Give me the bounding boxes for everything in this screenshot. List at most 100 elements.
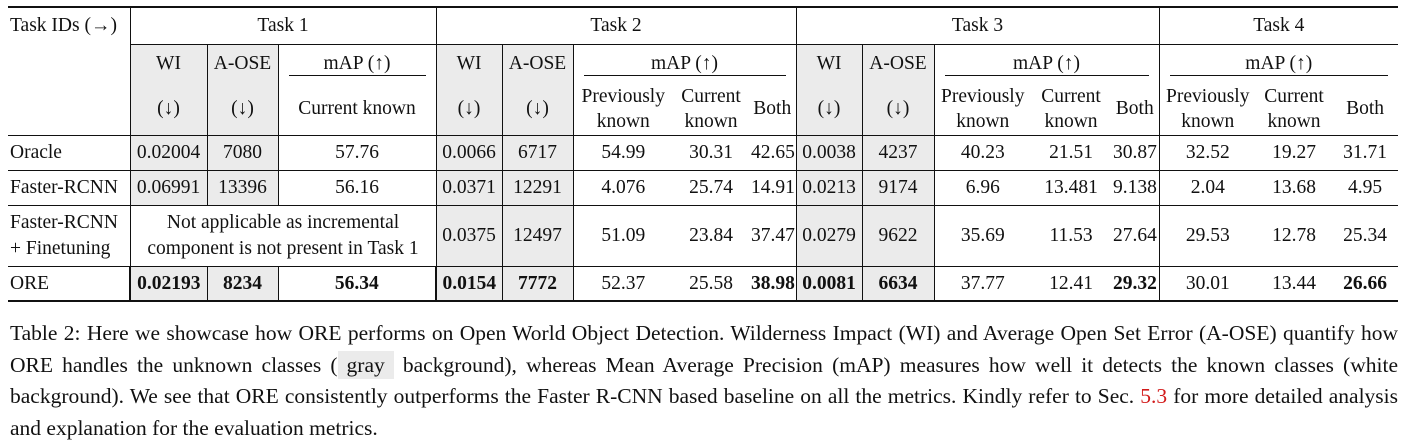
previously-known-header-t3: Previously known bbox=[933, 83, 1032, 135]
current-known-value: 11.53 bbox=[1031, 204, 1112, 266]
aose-value: 8234 bbox=[206, 265, 278, 302]
aose-header-t1: A-OSE bbox=[206, 44, 278, 83]
both-value: 9.138 bbox=[1111, 169, 1160, 205]
wi-value: 0.02193 bbox=[129, 265, 207, 302]
both-value: 14.91 bbox=[749, 169, 797, 205]
aose-arrow-t1: (↓) bbox=[206, 83, 278, 135]
wi-header-t2: WI bbox=[435, 44, 503, 83]
aose-value: 9622 bbox=[861, 204, 935, 266]
aose-header-t3: A-OSE bbox=[861, 44, 935, 83]
sub-header-row: (↓) (↓) Current known (↓) (↓) Previously… bbox=[8, 83, 1398, 135]
previously-known-value: 30.01 bbox=[1158, 265, 1257, 302]
gray-background-chip: gray bbox=[337, 350, 394, 379]
row-label: Faster-RCNN bbox=[8, 169, 130, 205]
wi-value: 0.06991 bbox=[129, 169, 207, 205]
not-applicable-note: Not applicable as incremental component … bbox=[129, 204, 437, 266]
wi-value: 0.0371 bbox=[435, 169, 503, 205]
previously-known-value: 37.77 bbox=[933, 265, 1032, 302]
both-header-t2: Both bbox=[753, 98, 792, 120]
table-row-oracle: Oracle 0.02004 7080 57.76 0.0066 6717 54… bbox=[8, 134, 1399, 170]
aose-value: 12291 bbox=[501, 169, 574, 205]
current-known-value: 13.481 bbox=[1031, 169, 1112, 205]
task2-header: Task 2 bbox=[435, 6, 797, 45]
previously-known-header-t2: Previously known bbox=[572, 83, 674, 135]
table-row-ore: ORE 0.02193 8234 56.34 0.0154 7772 52.37… bbox=[8, 265, 1399, 302]
aose-arrow-t2: (↓) bbox=[501, 83, 574, 135]
current-known-value: 13.68 bbox=[1256, 169, 1333, 205]
aose-value: 9174 bbox=[861, 169, 935, 205]
previously-known-value: 51.09 bbox=[572, 204, 674, 266]
both-value: 4.95 bbox=[1332, 169, 1399, 205]
wi-value: 0.0081 bbox=[795, 265, 863, 302]
wi-value: 0.0038 bbox=[795, 134, 863, 170]
task4-header: Task 4 bbox=[1158, 6, 1399, 45]
caption-text-part2: background), whereas Mean Average Precis… bbox=[10, 352, 1398, 409]
wi-header-t3: WI bbox=[795, 44, 863, 83]
corner-label: Task IDs (→) bbox=[8, 6, 130, 44]
row-label: ORE bbox=[8, 265, 130, 302]
previously-known-value: 29.53 bbox=[1158, 204, 1257, 266]
table-row-faster-rcnn-finetuning: Faster-RCNN + Finetuning Not applicable … bbox=[8, 204, 1399, 266]
current-known-value: 12.78 bbox=[1256, 204, 1333, 266]
section-reference-link[interactable]: 5.3 bbox=[1140, 384, 1168, 408]
previously-known-value: 35.69 bbox=[933, 204, 1032, 266]
wi-value: 0.0213 bbox=[795, 169, 863, 205]
aose-value: 6717 bbox=[501, 134, 574, 170]
both-value: 37.47 bbox=[749, 204, 797, 266]
both-value: 38.98 bbox=[749, 265, 797, 302]
current-known-header-t4: Current known bbox=[1264, 85, 1324, 132]
both-value: 26.66 bbox=[1332, 265, 1399, 302]
current-known-value: 56.16 bbox=[277, 169, 437, 205]
both-value: 29.32 bbox=[1111, 265, 1160, 302]
previously-known-value: 6.96 bbox=[933, 169, 1032, 205]
map-header-t1: mAP (↑) bbox=[288, 52, 426, 76]
row-label: Oracle bbox=[8, 134, 130, 170]
current-known-value: 25.74 bbox=[673, 169, 750, 205]
previously-known-value: 2.04 bbox=[1158, 169, 1257, 205]
table-row-faster-rcnn: Faster-RCNN 0.06991 13396 56.16 0.0371 1… bbox=[8, 169, 1399, 205]
wi-value: 0.0066 bbox=[435, 134, 503, 170]
row-label-line2: + Finetuning bbox=[10, 237, 111, 259]
aose-header-t2: A-OSE bbox=[501, 44, 574, 83]
wi-value: 0.0375 bbox=[435, 204, 503, 266]
current-known-value: 23.84 bbox=[673, 204, 750, 266]
row-label: Faster-RCNN + Finetuning bbox=[8, 204, 130, 266]
not-applicable-line2: component is not present in Task 1 bbox=[147, 237, 419, 259]
both-header-t3: Both bbox=[1115, 98, 1154, 120]
wi-header-t1: WI bbox=[129, 44, 207, 83]
current-known-value: 13.44 bbox=[1256, 265, 1333, 302]
caption-text-part3: for more detailed analysis and explanati… bbox=[10, 384, 1398, 440]
previously-known-value: 54.99 bbox=[572, 134, 674, 170]
wi-value: 0.0154 bbox=[435, 265, 503, 302]
map-header-t3: mAP (↑) bbox=[944, 52, 1149, 76]
wi-arrow-t2: (↓) bbox=[435, 83, 503, 135]
aose-value: 12497 bbox=[501, 204, 574, 266]
metric-header-row: WI A-OSE mAP (↑) WI A-OSE mAP (↑) WI A-O… bbox=[8, 44, 1399, 83]
wi-value: 0.02004 bbox=[129, 134, 207, 170]
aose-value: 7772 bbox=[501, 265, 574, 302]
current-known-header-t3: Current known bbox=[1041, 85, 1101, 132]
current-known-value: 57.76 bbox=[277, 134, 437, 170]
current-known-value: 21.51 bbox=[1031, 134, 1112, 170]
current-known-value: 56.34 bbox=[277, 265, 437, 302]
task-header-row: Task IDs (→) Task 1 Task 2 Task 3 Task 4 bbox=[8, 6, 1399, 45]
task3-header: Task 3 bbox=[795, 6, 1160, 45]
task1-header: Task 1 bbox=[129, 6, 437, 45]
previously-known-value: 4.076 bbox=[572, 169, 674, 205]
both-value: 31.71 bbox=[1332, 134, 1399, 170]
both-value: 30.87 bbox=[1111, 134, 1160, 170]
current-known-header-t1: Current known bbox=[277, 83, 437, 135]
aose-value: 7080 bbox=[206, 134, 278, 170]
previously-known-value: 40.23 bbox=[933, 134, 1032, 170]
wi-value: 0.0279 bbox=[795, 204, 863, 266]
previously-known-value: 32.52 bbox=[1158, 134, 1257, 170]
map-header-t4: mAP (↑) bbox=[1169, 52, 1389, 76]
previously-known-header-t4: Previously known bbox=[1158, 83, 1257, 135]
current-known-value: 19.27 bbox=[1256, 134, 1333, 170]
row-label-line1: Faster-RCNN bbox=[10, 211, 118, 233]
caption-text-part1: Table 2: Here we showcase how ORE perfor… bbox=[10, 321, 1398, 377]
wi-arrow-t3: (↓) bbox=[795, 83, 863, 135]
wi-arrow-t1: (↓) bbox=[129, 83, 207, 135]
current-known-value: 12.41 bbox=[1031, 265, 1112, 302]
